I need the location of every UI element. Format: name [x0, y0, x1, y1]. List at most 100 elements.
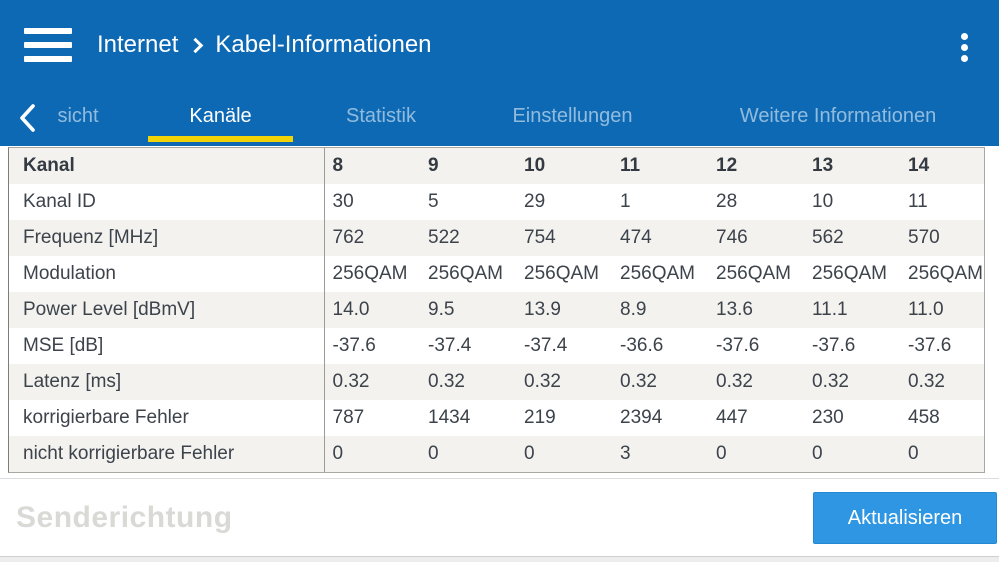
channel-header-cell: 12	[716, 155, 738, 176]
row-label: Kanal	[9, 148, 325, 184]
table-cell: 0	[428, 443, 439, 464]
table-cell: 30	[332, 191, 354, 212]
table-cell: 256QAM	[620, 263, 695, 284]
channel-header-cell: 14	[908, 155, 930, 176]
table-cell: 256QAM	[908, 263, 983, 284]
table-cell: 256QAM	[524, 263, 599, 284]
table-row-mse: MSE [dB] -37.6 -37.4 -37.4 -36.6 -37.6 -…	[9, 328, 984, 364]
chevron-right-icon	[188, 37, 204, 53]
table-cell: 0.32	[332, 371, 370, 392]
row-label: Latenz [ms]	[9, 364, 325, 400]
table-cell: 0	[524, 443, 535, 464]
row-label: MSE [dB]	[9, 328, 325, 364]
table-row-korrigierbare-fehler: korrigierbare Fehler 787 1434 219 2394 4…	[9, 400, 984, 436]
tab-weitere-informationen[interactable]: Weitere Informationen	[739, 105, 937, 127]
table-cell: 562	[812, 227, 844, 248]
table-cell: 14.0	[332, 299, 370, 320]
table-cell: 458	[908, 407, 940, 428]
refresh-button[interactable]: Aktualisieren	[813, 492, 997, 544]
table-cell: 447	[716, 407, 748, 428]
table-cell: -37.4	[428, 335, 472, 356]
table-cell: 29	[524, 191, 546, 212]
channel-header-cell: 10	[524, 155, 546, 176]
table-cell: 10	[812, 191, 834, 212]
table-cell: 5	[428, 191, 439, 212]
row-label: Frequenz [MHz]	[9, 220, 325, 256]
section-title-senderichtung: Senderichtung	[16, 501, 233, 534]
table-cell: 256QAM	[332, 263, 408, 284]
table-cell: -37.6	[716, 335, 760, 356]
table-header-row: Kanal 8 9 10 11 12 13 14	[9, 148, 984, 184]
table-cell: 787	[332, 407, 365, 428]
tab-einstellungen[interactable]: Einstellungen	[512, 105, 633, 127]
tab-uebersicht[interactable]: sicht	[57, 105, 99, 127]
section-divider	[0, 478, 999, 479]
chevron-left-icon[interactable]	[16, 103, 40, 133]
breadcrumb: Internet Kabel-Informationen	[97, 31, 432, 59]
table-cell: 0	[908, 443, 919, 464]
row-label: Kanal ID	[9, 184, 325, 220]
table-cell: -36.6	[620, 335, 664, 356]
main-content: Kanal 8 9 10 11 12 13 14 Kanal ID 30 5 2…	[0, 147, 999, 557]
kebab-dot	[961, 33, 968, 40]
menu-bar	[24, 28, 72, 34]
table-cell: 754	[524, 227, 556, 248]
kebab-dot	[961, 44, 968, 51]
table-row-kanal-id: Kanal ID 30 5 29 1 28 10 11	[9, 184, 984, 220]
tab-statistik[interactable]: Statistik	[345, 105, 417, 127]
table-cell: 13.9	[524, 299, 561, 320]
table-cell: 762	[332, 227, 365, 248]
table-cell: 0.32	[812, 371, 849, 392]
table-cell: 0	[332, 443, 344, 464]
row-label: Power Level [dBmV]	[9, 292, 325, 328]
table-cell: 746	[716, 227, 748, 248]
table-cell: 11.0	[908, 299, 944, 320]
table-cell: 0	[716, 443, 727, 464]
channel-header-cell: 13	[812, 155, 834, 176]
table-cell: 3	[620, 443, 631, 464]
senderichtung-section: Senderichtung	[0, 479, 999, 557]
table-cell: 0.32	[620, 371, 657, 392]
table-cell: 256QAM	[428, 263, 503, 284]
table-cell: 2394	[620, 407, 663, 428]
top-header: Internet Kabel-Informationen	[0, 0, 999, 90]
table-cell: 219	[524, 407, 556, 428]
table-row-modulation: Modulation 256QAM 256QAM 256QAM 256QAM 2…	[9, 256, 984, 292]
breadcrumb-section[interactable]: Internet	[97, 31, 179, 58]
table-cell: -37.6	[332, 335, 376, 356]
table-cell: 230	[812, 407, 844, 428]
table-cell: 256QAM	[812, 263, 887, 284]
table-cell: 13.6	[716, 299, 753, 320]
tab-bar: sicht Kanäle Statistik Einstellungen Wei…	[0, 90, 999, 146]
table-cell: 28	[716, 191, 738, 212]
table-cell: 522	[428, 227, 460, 248]
table-cell: 0.32	[908, 371, 945, 392]
table-cell: -37.6	[812, 335, 856, 356]
table-cell: 1434	[428, 407, 471, 428]
menu-icon[interactable]	[24, 28, 72, 62]
table-cell: -37.4	[524, 335, 568, 356]
row-label: Modulation	[9, 256, 325, 292]
kebab-menu-icon[interactable]	[959, 31, 970, 64]
channel-header-cell: 8	[332, 155, 344, 176]
table-row-power-level: Power Level [dBmV] 14.0 9.5 13.9 8.9 13.…	[9, 292, 984, 328]
table-cell: 0.32	[428, 371, 465, 392]
menu-bar	[24, 42, 72, 48]
table-cell: 8.9	[620, 299, 647, 320]
table-cell: 0.32	[524, 371, 561, 392]
table-row-latenz: Latenz [ms] 0.32 0.32 0.32 0.32 0.32 0.3…	[9, 364, 984, 400]
channel-header-cell: 9	[428, 155, 439, 176]
row-label: nicht korrigierbare Fehler	[9, 436, 325, 472]
tab-kanaele[interactable]: Kanäle	[148, 90, 293, 146]
row-label: korrigierbare Fehler	[9, 400, 325, 436]
channel-table: Kanal 8 9 10 11 12 13 14 Kanal ID 30 5 2…	[8, 147, 985, 473]
table-cell: 256QAM	[716, 263, 791, 284]
table-cell: 9.5	[428, 299, 455, 320]
table-row-nicht-korrigierbare-fehler: nicht korrigierbare Fehler 0 0 0 3 0 0 0	[9, 436, 984, 472]
kebab-dot	[961, 55, 968, 62]
channel-header-cell: 11	[620, 155, 641, 176]
table-cell: 11.1	[812, 299, 848, 320]
table-cell: 474	[620, 227, 652, 248]
table-cell: 0.32	[716, 371, 753, 392]
